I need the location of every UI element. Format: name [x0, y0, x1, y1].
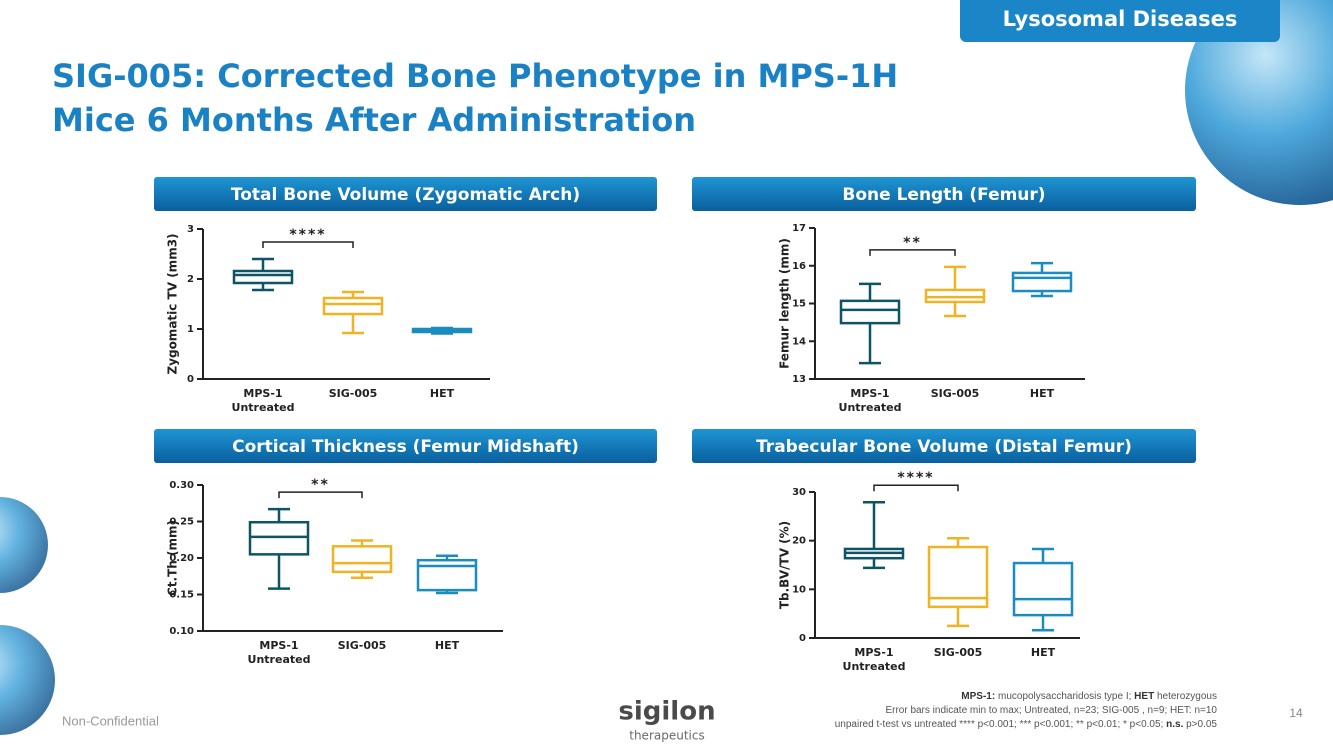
- y-tick-label: 17: [792, 223, 806, 234]
- significance-label: ****: [897, 470, 934, 486]
- significance-bracket: [869, 249, 956, 256]
- y-tick-label: 1: [187, 324, 194, 335]
- x-tick-label: MPS-1 Untreated: [838, 387, 902, 414]
- tag: Lysosomal Diseases: [1003, 7, 1238, 31]
- panel-title: Bone Length (Femur): [842, 185, 1045, 205]
- x-tick-label: HET: [434, 639, 460, 652]
- y-tick-label: 2: [187, 274, 194, 285]
- box: [1011, 271, 1073, 293]
- decor-sphere: [1185, 0, 1333, 205]
- footnote-text: mucopolysaccharidosis type I;: [997, 691, 1132, 702]
- logo: sigilon: [618, 697, 715, 727]
- box: [416, 558, 478, 592]
- significance-bracket: [262, 241, 354, 248]
- x-tick-label: MPS-1 Untreated: [247, 639, 311, 666]
- y-axis-label: Zygomatic TV (mm3): [166, 233, 180, 374]
- box: [232, 269, 294, 285]
- y-axis-label: Ct.Th (mm): [166, 520, 180, 596]
- y-axis-label: Femur length (mm): [778, 238, 792, 369]
- footnote-text: unpaired t-test vs untreated **** p<0.00…: [834, 719, 1164, 730]
- footnote-bold: HET: [1134, 691, 1155, 702]
- box: [1012, 561, 1074, 617]
- decor-sphere: [0, 625, 55, 735]
- x-tick-label: SIG-005: [933, 646, 983, 659]
- panel-title-bar: [692, 177, 1196, 211]
- significance-label: ****: [289, 227, 326, 243]
- y-tick-label: 20: [792, 536, 806, 547]
- box: [248, 520, 310, 556]
- y-tick-label: 0.25: [169, 517, 194, 528]
- x-tick-label: SIG-005: [337, 639, 387, 652]
- title-line: Mice 6 Months After Administration: [52, 101, 696, 139]
- x-tick-label: SIG-005: [328, 387, 378, 400]
- y-tick-label: 10: [792, 584, 806, 595]
- decor-sphere: [0, 497, 48, 593]
- y-tick-label: 15: [792, 299, 806, 310]
- panel-title: Cortical Thickness (Femur Midshaft): [232, 437, 579, 457]
- x-tick-label: MPS-1 Untreated: [842, 646, 906, 673]
- panel-title-bar: [154, 177, 657, 211]
- y-axis-label: Tb.BV/TV (%): [778, 521, 792, 609]
- y-tick-label: 13: [792, 374, 806, 385]
- footnote-text: Error bars indicate min to max; Untreate…: [885, 705, 1217, 716]
- y-tick-label: 0: [187, 374, 194, 385]
- box: [322, 296, 384, 316]
- footnote-line: MPS-1: mucopolysaccharidosis type I; HET…: [835, 690, 1217, 704]
- significance-bracket: [278, 491, 363, 499]
- footnote-text: heterozygous: [1156, 691, 1217, 702]
- footnote-line: Error bars indicate min to max; Untreate…: [835, 704, 1217, 718]
- y-tick-label: 0.10: [169, 626, 194, 637]
- panel-title-bar: [154, 429, 657, 463]
- x-tick-label: HET: [429, 387, 455, 400]
- panel-title: Trabecular Bone Volume (Distal Femur): [756, 437, 1132, 457]
- y-tick-label: 0: [799, 633, 806, 644]
- footnote: MPS-1: mucopolysaccharidosis type I; HET…: [835, 690, 1217, 732]
- x-tick-label: HET: [1030, 646, 1056, 659]
- panel-title-bar: [692, 429, 1196, 463]
- y-tick-label: 16: [792, 261, 806, 272]
- footnote-bold: MPS-1:: [961, 691, 996, 702]
- significance-label: **: [311, 477, 330, 493]
- y-tick-label: 0.30: [169, 480, 194, 491]
- title-line: SIG-005: Corrected Bone Phenotype in MPS…: [52, 57, 898, 95]
- footnote-bold: n.s.: [1166, 719, 1184, 730]
- y-tick-label: 3: [187, 224, 194, 235]
- box: [331, 545, 393, 574]
- panel-title: Total Bone Volume (Zygomatic Arch): [231, 185, 580, 205]
- y-tick-label: 14: [792, 336, 806, 347]
- significance-label: **: [903, 235, 922, 251]
- logo-sub: therapeutics: [629, 729, 704, 743]
- significance-bracket: [873, 484, 959, 492]
- footnote-text: p>0.05: [1186, 719, 1217, 730]
- confidentiality: Non-Confidential: [62, 713, 159, 728]
- x-tick-label: SIG-005: [930, 387, 980, 400]
- y-tick-label: 30: [792, 487, 806, 498]
- box: [839, 299, 901, 325]
- x-tick-label: HET: [1029, 387, 1055, 400]
- footnote-line: unpaired t-test vs untreated **** p<0.00…: [835, 718, 1217, 732]
- y-tick-label: 0.15: [169, 590, 194, 601]
- tag-box: [960, 0, 1280, 42]
- page-number: 14: [1289, 706, 1303, 720]
- y-tick-label: 0.20: [169, 553, 194, 564]
- x-tick-label: MPS-1 Untreated: [231, 387, 295, 414]
